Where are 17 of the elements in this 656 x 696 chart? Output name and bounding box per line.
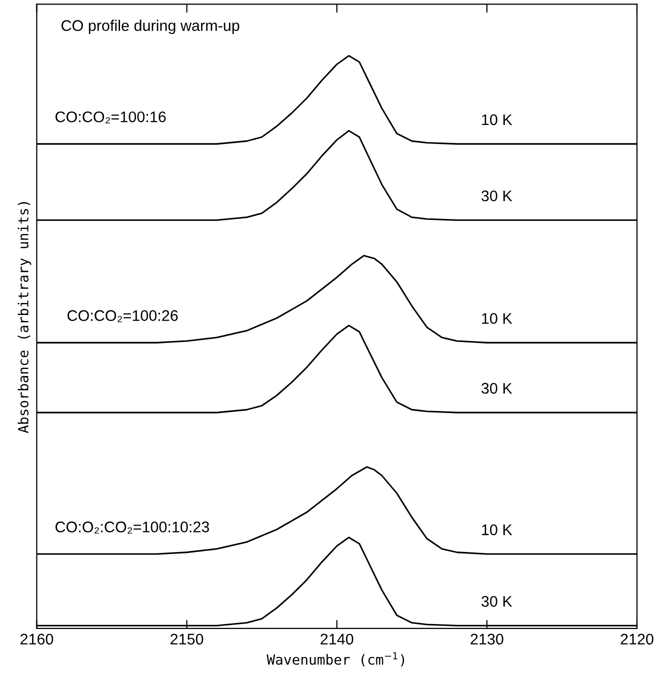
annotation: CO:CO₂=100:26: [68, 310, 178, 322]
annotation: 10 K: [482, 114, 512, 126]
x-tick-label: 2150: [170, 634, 204, 645]
annotation: 30 K: [481, 596, 512, 607]
annotation: CO:O₂:CO₂=100:10:23: [56, 522, 210, 534]
x-tick-label: 2160: [20, 634, 54, 645]
annotation: 10 K: [482, 524, 512, 536]
annotation: 10 K: [482, 313, 512, 324]
text: CO profile during warm-up: [62, 20, 240, 34]
x-tick-label: 2120: [620, 634, 654, 645]
annotation: CO:CO₂=100:16: [56, 111, 166, 124]
x-tick-label: 2140: [320, 634, 354, 645]
y-axis-title: Absorbance (arbitrary units): [18, 202, 32, 434]
annotation: 30 K: [481, 190, 512, 202]
x-axis-title: Wavenumber (cm$^{−1}$): [266, 652, 404, 666]
x-tick-label: 2130: [470, 634, 504, 645]
annotation: 30 K: [481, 382, 512, 394]
